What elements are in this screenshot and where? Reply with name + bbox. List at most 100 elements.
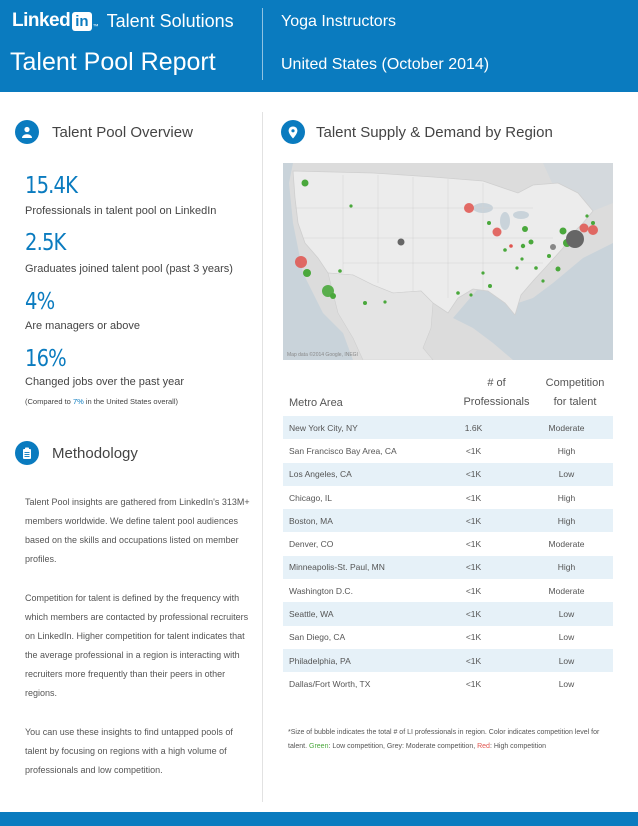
metro-cell: San Diego, CA [289, 632, 346, 643]
professionals-cell: <1K [465, 445, 482, 456]
table-row: New York City, NY 1.6K Moderate [283, 416, 613, 440]
methodology-body: Talent Pool insights are gathered from L… [25, 493, 255, 800]
table-row: Los Angeles, CA <1K Low [283, 462, 613, 486]
metro-table: New York City, NY 1.6K Moderate San Francis… [283, 416, 613, 696]
report-header: Linked in ™ Talent Solutions Talent Pool… [0, 0, 638, 92]
brand-subtitle: Talent Solutions [106, 10, 234, 31]
competition-cell: Low [520, 648, 613, 673]
metro-table-body: New York City, NY 1.6K Moderate San Francis… [283, 416, 613, 696]
metro-cell: Seattle, WA [283, 602, 427, 626]
footnote: *Size of bubble indicates the total # of… [288, 726, 618, 754]
metro-cell: San Francisco Bay Area, CA [289, 445, 397, 456]
table-row: San Diego, CA <1K Low [283, 626, 613, 649]
table-row: Dallas/Fort Worth, TX <1K Low [283, 672, 613, 695]
metro-cell: Washington D.C. [289, 585, 353, 596]
table-row: Washington D.C. <1K Moderate [283, 579, 613, 602]
stat-job-change-value: 16% [25, 346, 67, 372]
professionals-cell: <1K [465, 678, 482, 689]
methodology-paragraph: You can use these insights to find untap… [25, 727, 233, 775]
metro-cell: Philadelphia, PA [283, 648, 427, 673]
region-date: United States (October 2014) [281, 56, 490, 73]
metro-cell: Chicago, IL [289, 492, 332, 503]
competition-cell: Low [558, 632, 575, 643]
competition-cell: High [520, 509, 613, 533]
table-row: San Francisco Bay Area, CA <1K High [283, 439, 613, 462]
table-row: Chicago, IL <1K High [283, 486, 613, 509]
footnote-part2: : Low competition, Grey: Moderate compet… [328, 743, 478, 750]
table-row: Minneapolis-St. Paul, MN <1K High [283, 555, 613, 580]
map-credit: Map data ©2014 Google, INEGI [287, 352, 358, 358]
metro-cell: Denver, CO [289, 539, 334, 550]
professionals-cell: <1K [427, 462, 520, 486]
stat-job-change-label: Changed jobs over the past year [25, 376, 184, 388]
logo-trademark: ™ [92, 24, 99, 30]
stat-comparison-note: (Compared to 7% in the United States ove… [25, 397, 178, 406]
stat-graduates-label: Graduates joined talent pool (past 3 yea… [25, 263, 233, 275]
competition-cell: Moderate [548, 585, 585, 596]
stat-managers-label: Are managers or above [25, 320, 140, 332]
header-divider [262, 8, 263, 80]
methodology-paragraph: Competition for talent is defined by the… [25, 593, 249, 698]
competition-cell: High [520, 555, 613, 580]
footnote-part1: *Size of bubble indicates the total # of… [288, 729, 600, 750]
col-header-competition-line2: for talent [553, 396, 597, 408]
us-talent-map: Map data ©2014 Google, INEGI [283, 163, 613, 360]
competition-cell: High [557, 492, 576, 503]
methodology-paragraph: Talent Pool insights are gathered from L… [25, 497, 250, 564]
col-header-competition: Competition for talent [530, 374, 620, 412]
footer-bar [0, 812, 638, 826]
note-suffix: in the United States overall) [83, 397, 178, 406]
table-row: Seattle, WA <1K Low [283, 602, 613, 626]
stat-professionals-value: 15.4K [25, 173, 78, 199]
linkedin-logo: Linked in ™ Talent Solutions [12, 10, 234, 32]
report-title: Talent Pool Report [10, 48, 216, 76]
professionals-cell: <1K [427, 602, 520, 626]
competition-cell: Moderate [520, 416, 613, 440]
overview-title: Talent Pool Overview [52, 124, 193, 141]
table-row: Philadelphia, PA <1K Low [283, 648, 613, 673]
metro-cell: New York City, NY [283, 416, 427, 440]
person-icon [15, 120, 39, 144]
metro-cell: Los Angeles, CA [283, 462, 427, 486]
professionals-cell: 1.6K [427, 416, 520, 440]
note-prefix: (Compared to [25, 397, 73, 406]
col-header-professionals-line2: Professionals [463, 396, 530, 408]
professionals-cell: <1K [465, 632, 482, 643]
column-divider [262, 112, 263, 802]
table-row: Boston, MA <1K High [283, 509, 613, 533]
professionals-cell: <1K [427, 648, 520, 673]
professionals-cell: <1K [465, 539, 482, 550]
metro-cell: Boston, MA [283, 509, 427, 533]
clipboard-icon [15, 441, 39, 465]
footnote-green: Green [309, 743, 329, 750]
professionals-cell: <1K [465, 492, 482, 503]
methodology-title: Methodology [52, 445, 138, 462]
logo-wordmark: Linked [12, 10, 71, 31]
col-header-professionals: # of Professionals [450, 374, 543, 412]
col-header-competition-line1: Competition [545, 377, 605, 389]
table-row: Denver, CO <1K Moderate [283, 532, 613, 555]
competition-cell: Low [558, 678, 575, 689]
professionals-cell: <1K [427, 555, 520, 580]
stat-graduates-value: 2.5K [25, 230, 66, 256]
professionals-cell: <1K [427, 509, 520, 533]
col-header-professionals-line1: # of [487, 377, 506, 389]
competition-cell: Low [520, 462, 613, 486]
role-title: Yoga Instructors [281, 13, 397, 30]
competition-cell: High [557, 445, 576, 456]
stat-professionals-label: Professionals in talent pool on LinkedIn [25, 205, 217, 217]
footnote-part3: : High competition [489, 743, 546, 750]
competition-cell: Moderate [548, 539, 585, 550]
competition-cell: Low [520, 602, 613, 626]
logo-in-badge: in [72, 11, 92, 31]
us-map-graphic [283, 163, 613, 360]
location-pin-icon [281, 120, 305, 144]
footnote-red: Red [477, 743, 490, 750]
supply-demand-title: Talent Supply & Demand by Region [316, 124, 553, 141]
metro-cell: Minneapolis-St. Paul, MN [283, 555, 427, 580]
note-value: 7% [72, 397, 84, 406]
col-header-metro: Metro Area [289, 397, 343, 409]
professionals-cell: <1K [465, 585, 482, 596]
stat-managers-value: 4% [25, 289, 55, 315]
metro-cell: Dallas/Fort Worth, TX [289, 678, 371, 689]
